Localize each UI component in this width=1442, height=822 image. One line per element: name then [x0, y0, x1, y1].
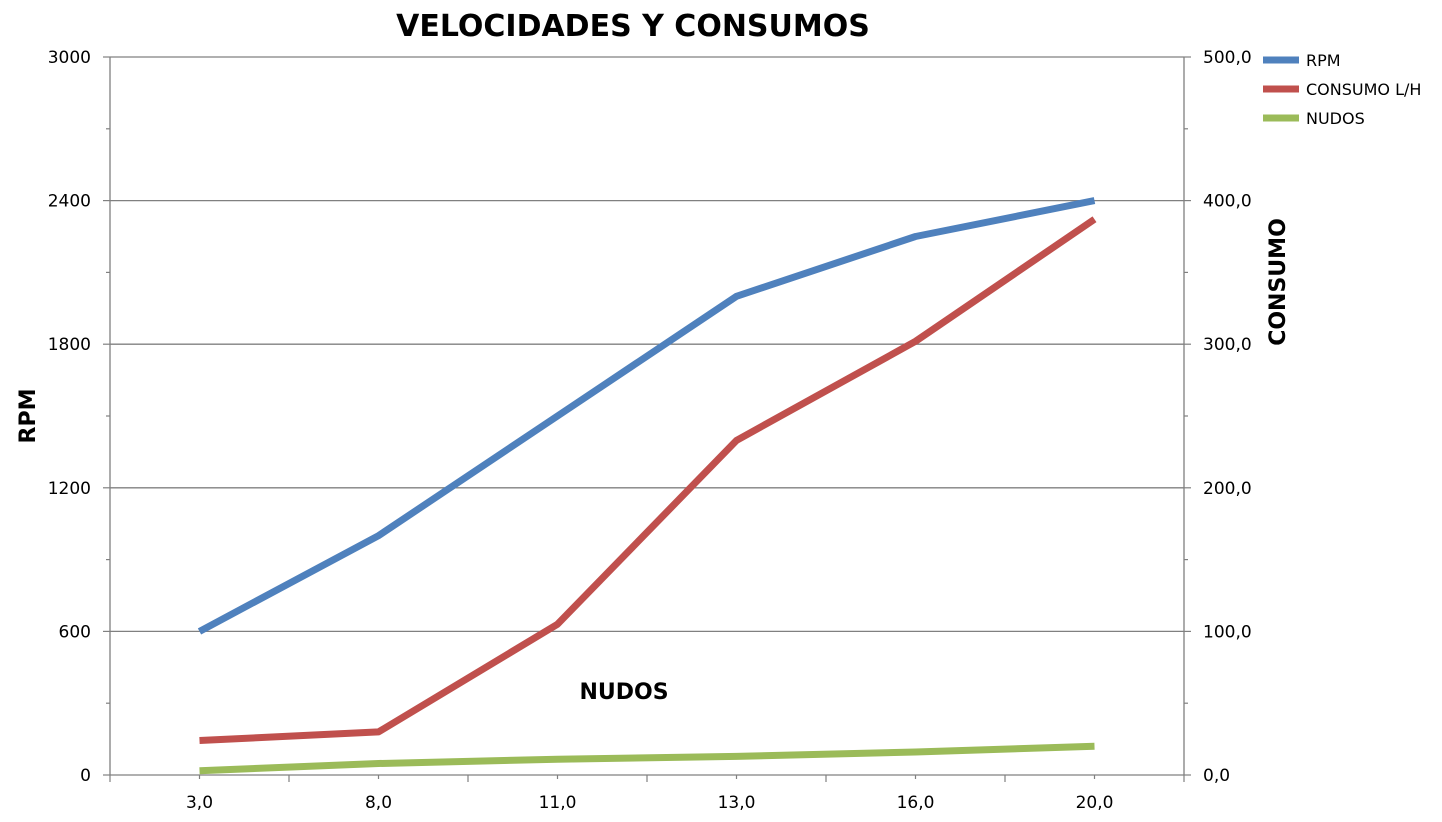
- y-tick-label: 2400: [48, 192, 91, 212]
- x-axis-ticks: 3,0 8,0 11,0 13,0 16,0 20,0: [109, 775, 1185, 813]
- gridlines: [110, 56, 1184, 633]
- series-line-consumo-l-h: [199, 216, 1097, 745]
- y2-axis-title: CONSUMO: [1266, 218, 1291, 346]
- y-axis-title: RPM: [16, 389, 41, 444]
- y-tick-label: 600: [59, 622, 91, 642]
- y-tick-label: 1200: [48, 479, 91, 499]
- axes: [109, 57, 1185, 776]
- legend: RPM CONSUMO L/H NUDOS: [1263, 51, 1421, 128]
- x-tick-label: 20,0: [1076, 793, 1114, 813]
- legend-label-rpm: RPM: [1306, 51, 1341, 70]
- x-tick-label: 16,0: [897, 793, 935, 813]
- right-axis-ticks: 0,0 100,0 200,0 300,0 400,0 500,0: [1184, 48, 1252, 786]
- x-tick-label: 13,0: [718, 793, 756, 813]
- y2-tick-label: 400,0: [1203, 192, 1252, 212]
- legend-label-consumo-l-h: CONSUMO L/H: [1306, 80, 1421, 99]
- legend-label-nudos: NUDOS: [1306, 109, 1365, 128]
- y2-tick-label: 300,0: [1203, 335, 1252, 355]
- y-tick-label: 3000: [48, 48, 91, 68]
- x-tick-label: 8,0: [365, 793, 392, 813]
- y-tick-label: 0: [80, 766, 91, 786]
- y2-tick-label: 0,0: [1203, 766, 1230, 786]
- y2-tick-label: 500,0: [1203, 48, 1252, 68]
- y2-tick-label: 100,0: [1203, 622, 1252, 642]
- y-tick-label: 1800: [48, 335, 91, 355]
- series-line-rpm: [197, 197, 1096, 635]
- series-line-nudos: [199, 742, 1095, 775]
- x-axis-title: NUDOS: [579, 680, 668, 705]
- left-axis-ticks: 0 600 1200 1800 2400 3000: [48, 48, 110, 786]
- chart-title: VELOCIDADES Y CONSUMOS: [396, 9, 870, 44]
- series-lines: [197, 197, 1097, 775]
- x-tick-label: 11,0: [539, 793, 577, 813]
- y2-tick-label: 200,0: [1203, 479, 1252, 499]
- x-tick-label: 3,0: [186, 793, 213, 813]
